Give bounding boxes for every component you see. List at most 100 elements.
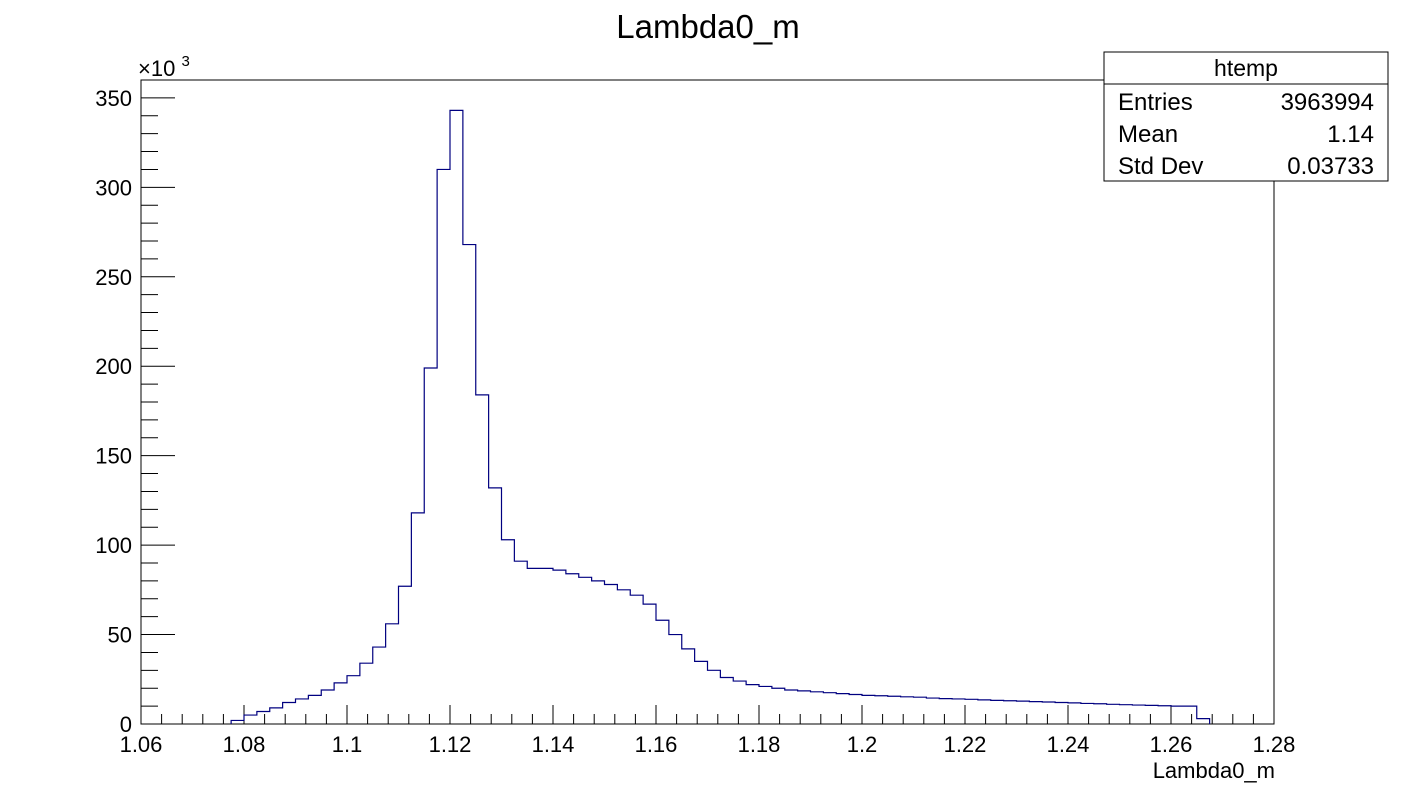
histogram-bin [1145, 705, 1158, 724]
histogram-bin [785, 690, 798, 724]
histogram-bin [566, 574, 579, 724]
histogram-bin [514, 561, 527, 724]
stats-entries-value: 3963994 [1281, 89, 1374, 116]
histogram-bin [399, 586, 412, 724]
histogram-bin [823, 693, 836, 724]
histogram-bins [230, 109, 1211, 724]
x-tick-label: 1.28 [1253, 732, 1296, 757]
histogram-bin [592, 581, 605, 724]
x-tick-label: 1.16 [635, 732, 678, 757]
histogram-bin [1094, 704, 1107, 724]
stats-entries-label: Entries [1118, 89, 1193, 116]
histogram-bin [978, 700, 991, 724]
histogram-bin [888, 696, 901, 724]
x-tick-label: 1.22 [944, 732, 987, 757]
x-axis-tick-labels: 1.06 1.08 1.1 1.12 1.14 1.16 1.18 1.2 1.22 1.24 1.… [120, 732, 1296, 757]
histogram-bin [939, 699, 952, 724]
histogram-bin [811, 692, 824, 724]
histogram-bin [489, 488, 502, 724]
histogram-bin [1068, 703, 1081, 724]
histogram-bin [1081, 703, 1094, 724]
histogram-bin [283, 703, 296, 724]
histogram-bin [411, 513, 424, 724]
histogram-bin [373, 647, 386, 724]
y-tick-label: 100 [95, 533, 132, 558]
histogram-bin [875, 696, 888, 724]
histogram-bin [502, 540, 515, 724]
histogram-bin [270, 708, 283, 724]
histogram-bin [321, 690, 334, 724]
y-tick-label: 200 [95, 354, 132, 379]
stats-stddev-value: 0.03733 [1287, 153, 1374, 180]
x-tick-label: 1.26 [1150, 732, 1193, 757]
histogram-bin [296, 699, 309, 724]
histogram-bin [579, 577, 592, 724]
histogram-bin [1132, 705, 1145, 724]
histogram-bin [244, 715, 257, 724]
histogram-bin [772, 688, 785, 724]
histogram-bin [759, 686, 772, 724]
histogram-bin [424, 368, 437, 724]
y-tick-label: 250 [95, 265, 132, 290]
histogram-bin [450, 110, 463, 724]
y-multiplier-exponent: 3 [181, 53, 189, 70]
histogram-bin [849, 694, 862, 724]
stats-mean-value: 1.14 [1327, 121, 1374, 148]
y-tick-label: 0 [120, 712, 132, 737]
y-multiplier-base: ×10 [138, 56, 175, 81]
histogram-bin [1029, 702, 1042, 724]
x-tick-label: 1.2 [847, 732, 878, 757]
x-tick-label: 1.06 [120, 732, 163, 757]
y-tick-label: 150 [95, 444, 132, 469]
histogram-bin [617, 590, 630, 724]
histogram-bin [669, 635, 682, 724]
histogram-bin [1107, 704, 1120, 724]
histogram-bin [476, 395, 489, 724]
histogram-bin [1017, 701, 1030, 724]
histogram-bin [926, 698, 939, 724]
x-tick-label: 1.24 [1047, 732, 1090, 757]
histogram-bin [1004, 701, 1017, 724]
x-tick-label: 1.12 [429, 732, 472, 757]
y-axis-multiplier: ×10 3 [138, 53, 190, 81]
histogram-bin [360, 663, 373, 724]
histogram-bin [540, 568, 553, 724]
x-tick-label: 1.1 [332, 732, 363, 757]
histogram-bin [1171, 706, 1184, 724]
histogram-outline [230, 109, 1211, 724]
histogram-bin [733, 681, 746, 724]
y-axis-tick-labels: 0 50 100 150 200 250 300 350 [95, 86, 132, 737]
svg-text:×10 3: ×10 3 [138, 53, 190, 81]
histogram-bin [836, 694, 849, 724]
y-tick-label: 350 [95, 86, 132, 111]
histogram-bin [1158, 706, 1171, 724]
histogram-bin [1120, 705, 1133, 724]
histogram-bin [257, 711, 270, 724]
histogram-bin [1055, 703, 1068, 724]
x-tick-label: 1.18 [738, 732, 781, 757]
stats-box: htemp Entries 3963994 Mean 1.14 Std Dev … [1103, 51, 1389, 182]
x-tick-label: 1.14 [532, 732, 575, 757]
histogram-bin [643, 604, 656, 724]
y-axis-ticks [141, 79, 175, 725]
histogram-bin [682, 649, 695, 724]
stats-mean-label: Mean [1118, 121, 1178, 148]
histogram-bin [720, 677, 733, 724]
histogram-bin [901, 697, 914, 724]
x-tick-label: 1.08 [223, 732, 266, 757]
histogram-bin [695, 661, 708, 724]
histogram-bin [527, 568, 540, 724]
histogram-bin [798, 691, 811, 724]
x-axis-label: Lambda0_m [1153, 758, 1275, 783]
histogram-bin [1042, 702, 1055, 724]
histogram-bin [746, 685, 759, 724]
x-axis-ticks [140, 705, 1275, 724]
stats-box-title: htemp [1214, 55, 1278, 81]
histogram-bin [630, 595, 643, 724]
histogram-bin [463, 245, 476, 724]
histogram-bin [952, 699, 965, 724]
chart-title: Lambda0_m [616, 8, 799, 45]
histogram-bin [386, 624, 399, 724]
y-tick-label: 50 [108, 623, 132, 648]
